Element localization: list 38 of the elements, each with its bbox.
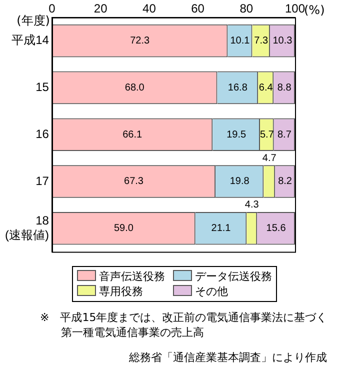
data-label: 8.2 <box>278 176 292 188</box>
text: 音声伝送役務 <box>98 269 165 284</box>
data-label: 8.7 <box>277 129 292 140</box>
y-tick-label: 15 <box>36 80 50 94</box>
data-label: 59.0 <box>114 223 134 234</box>
data-label: 4.3 <box>244 200 260 211</box>
data-label: 8.8 <box>277 82 292 94</box>
x-axis-title: (%) <box>304 3 325 18</box>
text: 総務省「通信産業基本調査」により作成 <box>128 350 327 365</box>
legend-label: 専用役務 <box>98 284 144 299</box>
data-label: 19.5 <box>226 129 246 140</box>
text: ※ 平成15年度までは、改正前の電気通信事業法に基づく第一種電気通信事業の売上高 <box>40 310 328 340</box>
x-tick-label: 100 <box>284 2 306 16</box>
x-tick-label: 80 <box>240 2 254 16</box>
y-tick-label: 16 <box>36 126 50 141</box>
data-label: 16.8 <box>228 82 248 94</box>
data-label: 67.3 <box>124 176 144 188</box>
x-tick-label: 40 <box>142 2 156 16</box>
data-label: 21.1 <box>211 223 232 234</box>
y-tick-label: 平成14 <box>12 33 50 48</box>
y-tick-label: 17 <box>36 174 50 188</box>
data-label: 7.3 <box>254 36 268 47</box>
x-tick-label: 20 <box>94 2 108 16</box>
data-label: 10.1 <box>230 36 250 47</box>
data-label: 4.7 <box>262 152 277 164</box>
data-label: 72.3 <box>130 36 150 47</box>
data-label: 15.6 <box>266 223 286 234</box>
legend-label: データ伝送役務 <box>194 269 272 284</box>
data-label: 66.1 <box>122 129 142 140</box>
y-tick-label: 18 (速報値) <box>4 213 50 242</box>
legend-label: その他 <box>194 284 229 299</box>
data-label: 10.3 <box>272 36 293 47</box>
data-label: 6.4 <box>258 82 274 94</box>
x-tick-label: 60 <box>191 2 205 16</box>
y-axis-title: (年度) <box>16 14 50 28</box>
x-tick-label: 0 <box>48 2 56 16</box>
data-label: 68.0 <box>124 82 145 94</box>
data-label: 19.8 <box>230 176 250 188</box>
